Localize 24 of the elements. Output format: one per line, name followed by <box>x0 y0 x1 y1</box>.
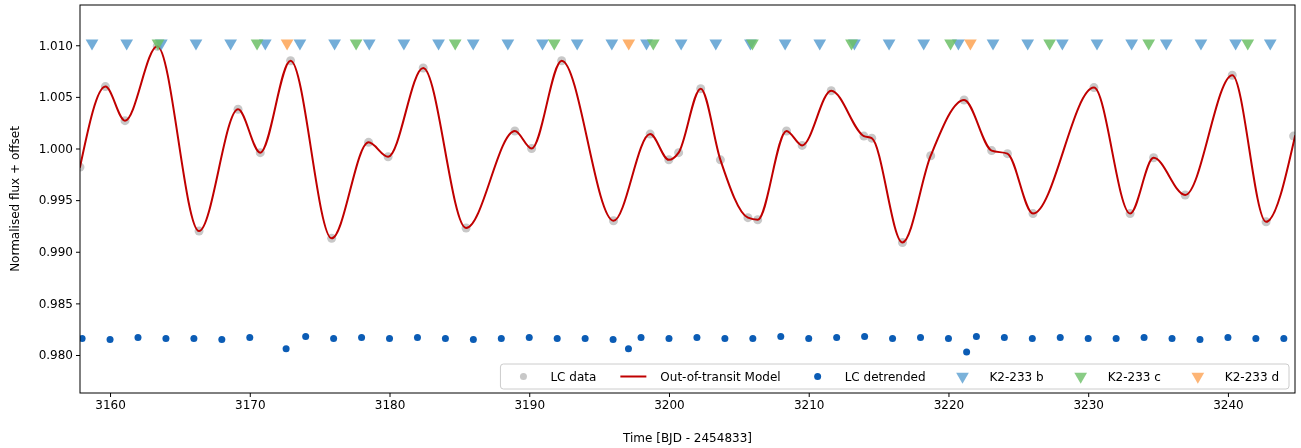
legend-label: LC data <box>550 369 597 384</box>
legend-label: K2-233 c <box>1107 369 1161 384</box>
x-tick-label: 3180 <box>374 397 406 412</box>
y-tick-label: 1.005 <box>38 90 73 105</box>
y-tick-label: 1.010 <box>38 38 73 53</box>
x-tick-label: 3240 <box>1213 397 1244 412</box>
x-tick-label: 3200 <box>654 397 685 412</box>
x-tick-label: 3230 <box>1073 397 1104 412</box>
x-tick-label: 3210 <box>793 397 825 412</box>
legend-label: K2-233 b <box>989 369 1044 384</box>
y-tick-label: 0.980 <box>38 348 73 363</box>
x-tick-label: 3190 <box>514 397 546 412</box>
x-axis-title: Time [BJD - 2454833] <box>622 431 752 445</box>
x-tick-label: 3160 <box>95 397 126 412</box>
x-tick-label: 3170 <box>235 397 266 412</box>
y-axis-title: Normalised flux + offset <box>8 125 22 272</box>
y-tick-label: 1.000 <box>38 141 73 156</box>
legend-label: Out-of-transit Model <box>660 369 781 384</box>
y-tick-label: 0.990 <box>38 245 73 260</box>
y-tick-label: 0.995 <box>38 193 73 208</box>
y-tick-label: 0.985 <box>38 296 73 311</box>
legend-label: K2-233 d <box>1224 369 1279 384</box>
x-tick-label: 3220 <box>933 397 965 412</box>
legend-label: LC detrended <box>844 369 926 384</box>
